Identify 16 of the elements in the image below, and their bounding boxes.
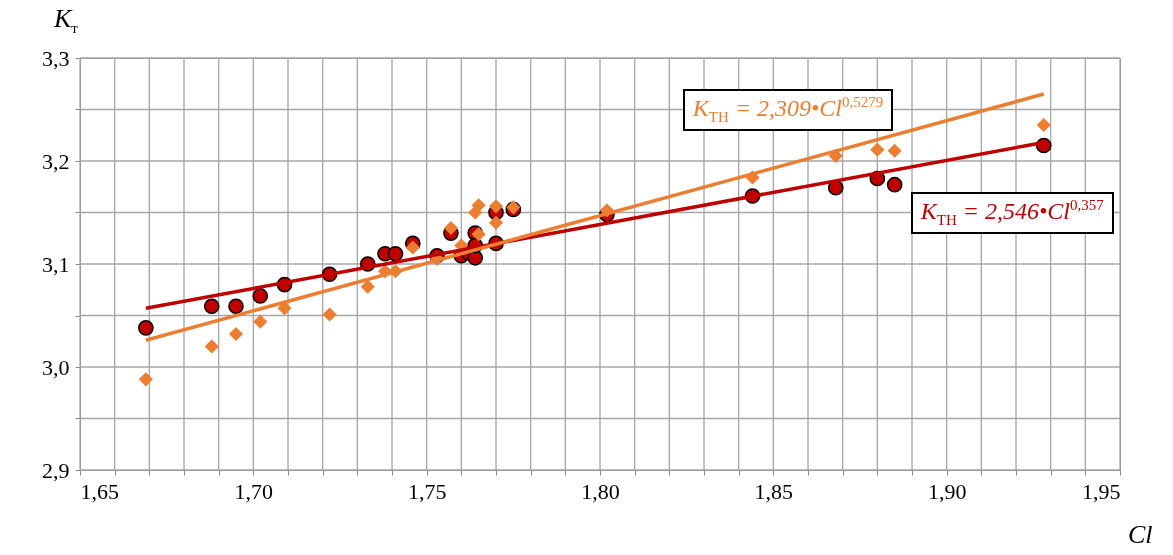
x-tick-label: 1,75 bbox=[407, 478, 447, 504]
x-tick-label: 1,85 bbox=[754, 478, 794, 504]
x-tick-label: 1,80 bbox=[581, 478, 620, 504]
series-label: K$_{ТН}$ = 2,546•Cl$^{0,357}$ bbox=[910, 192, 1114, 235]
y-tick-label: 3,1 bbox=[42, 251, 70, 277]
y-axis-title: K$_{т}$ bbox=[54, 4, 78, 37]
y-tick-label: 3,2 bbox=[42, 148, 70, 174]
y-tick-label: 3,0 bbox=[42, 354, 70, 380]
y-tick-label: 3,3 bbox=[42, 45, 70, 71]
y-tick-label: 2,9 bbox=[42, 457, 70, 483]
x-tick-label: 1,70 bbox=[234, 478, 274, 504]
x-tick-label: 1,65 bbox=[80, 478, 119, 504]
x-tick-label: 1,95 bbox=[1082, 478, 1121, 504]
x-tick-label: 1,90 bbox=[927, 478, 967, 504]
x-axis-title: Cl bbox=[1128, 520, 1153, 549]
series-label: K$_{ТН}$ = 2,309•Cl$^{0,5279}$ bbox=[682, 89, 894, 131]
